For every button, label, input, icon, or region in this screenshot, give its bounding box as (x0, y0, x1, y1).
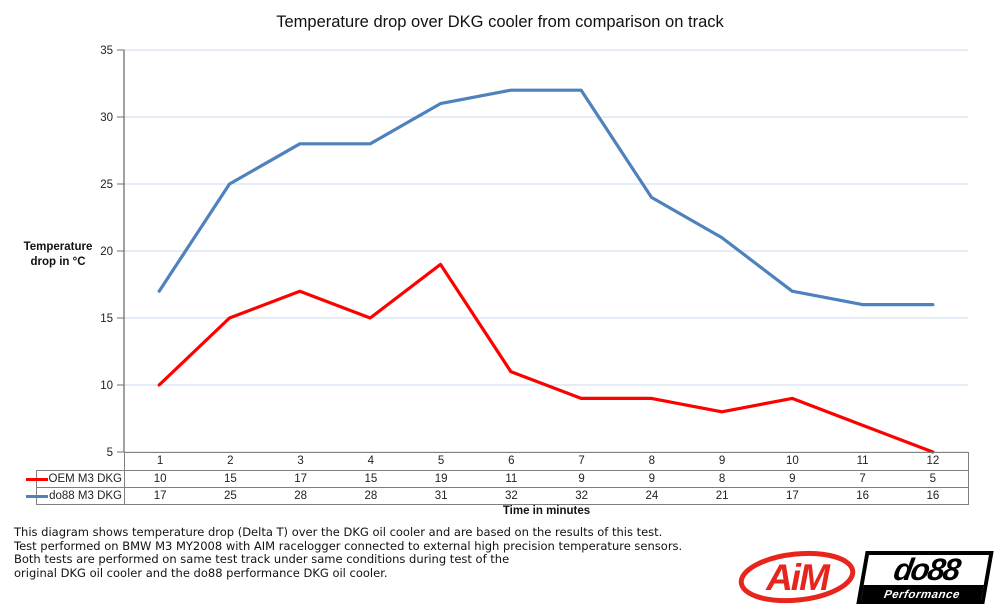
series-values: 10 15 17 15 19 11 9 9 8 9 7 5 (125, 471, 968, 487)
category-cell: 6 (508, 455, 515, 467)
value-cell: 15 (223, 473, 237, 485)
value-cell: 9 (578, 473, 585, 485)
y-tick-label: 5 (107, 447, 113, 459)
y-tick-label: 10 (100, 380, 113, 392)
value-cell: 25 (223, 490, 237, 502)
value-cell: 8 (718, 473, 726, 485)
series-line-do88-m3-dkg (157, 88, 935, 307)
footer-line-3: Both tests are performed on same test tr… (14, 552, 510, 566)
category-cell: 12 (926, 455, 940, 467)
y-tick-label: 30 (100, 112, 113, 124)
series-row-oem-m3-dkg: OEM M3 DKG 10 15 17 15 19 11 9 9 8 9 7 5 (25, 470, 969, 488)
value-cell: 16 (926, 490, 940, 502)
series-line-oem-m3-dkg (157, 262, 935, 454)
footer-line-1: This diagram shows temperature drop (Del… (14, 525, 663, 539)
value-cell: 7 (859, 473, 866, 485)
legend-cell: do88 M3 DKG (26, 488, 125, 504)
y-axis-label: Temperature drop in °C (23, 241, 93, 268)
value-cell: 31 (434, 490, 448, 502)
aim-logo: AiM (738, 550, 856, 604)
value-cell: 15 (364, 473, 378, 485)
value-cell: 17 (153, 490, 167, 502)
y-tick-label: 15 (100, 313, 113, 325)
legend-line-swatch-icon (25, 477, 48, 481)
value-cell: 21 (715, 490, 729, 502)
category-cell: 9 (718, 455, 726, 467)
footer-line-2: Test performed on BMW M3 MY2008 with AIM… (14, 538, 683, 553)
footer-line-4: original DKG oil cooler and the do88 per… (14, 565, 388, 580)
category-row: 1 2 3 4 5 6 7 8 9 10 11 12 (124, 452, 969, 471)
legend-label: do88 M3 DKG (49, 490, 122, 502)
y-tick-label: 20 (100, 246, 113, 258)
aim-logo-text: AiM (765, 557, 831, 598)
value-cell: 16 (856, 490, 870, 502)
category-cell: 7 (578, 455, 585, 467)
do88-logo: do88 Performance (856, 551, 994, 604)
do88-performance-bar: Performance (861, 585, 984, 601)
category-cell: 2 (227, 455, 234, 467)
value-cell: 28 (364, 490, 378, 502)
legend-label: OEM M3 DKG (48, 473, 122, 485)
plot-area: 5 10 15 20 25 30 35 (100, 45, 968, 459)
category-cell: 11 (856, 455, 869, 467)
category-cell: 4 (367, 455, 375, 467)
value-cell: 32 (575, 490, 589, 502)
value-cell: 17 (785, 490, 799, 502)
legend-line-swatch-icon (26, 494, 49, 498)
value-cell: 9 (648, 473, 656, 485)
category-cell: 5 (437, 455, 445, 467)
series-row-do88-m3-dkg: do88 M3 DKG 17 25 28 28 31 32 32 24 21 17 16 16 (26, 487, 969, 505)
category-cell: 1 (156, 455, 164, 467)
value-cell: 17 (294, 473, 308, 485)
series-values: 17 25 28 28 31 32 32 24 21 17 16 16 (125, 488, 968, 504)
y-tick-label: 35 (100, 45, 113, 57)
legend-cell: OEM M3 DKG (25, 471, 125, 487)
aim-ellipse-icon (738, 550, 856, 604)
value-cell: 32 (504, 490, 518, 502)
category-cell: 10 (785, 455, 799, 467)
value-cell: 10 (153, 473, 167, 485)
category-cell: 8 (648, 455, 656, 467)
do88-performance-text: Performance (882, 589, 961, 601)
value-cell: 19 (434, 473, 448, 485)
value-cell: 9 (789, 473, 796, 485)
y-tick-label: 25 (100, 179, 113, 191)
page-title: Temperature drop over DKG cooler from co… (276, 13, 724, 31)
value-cell: 11 (505, 473, 518, 485)
do88-logo-text: do88 (891, 552, 962, 587)
x-axis-label: Time in minutes (502, 505, 591, 517)
category-cell: 3 (297, 455, 304, 467)
value-cell: 24 (645, 490, 659, 502)
value-cell: 28 (294, 490, 308, 502)
footer-note: This diagram shows temperature drop (Del… (14, 525, 734, 580)
value-cell: 5 (929, 473, 937, 485)
